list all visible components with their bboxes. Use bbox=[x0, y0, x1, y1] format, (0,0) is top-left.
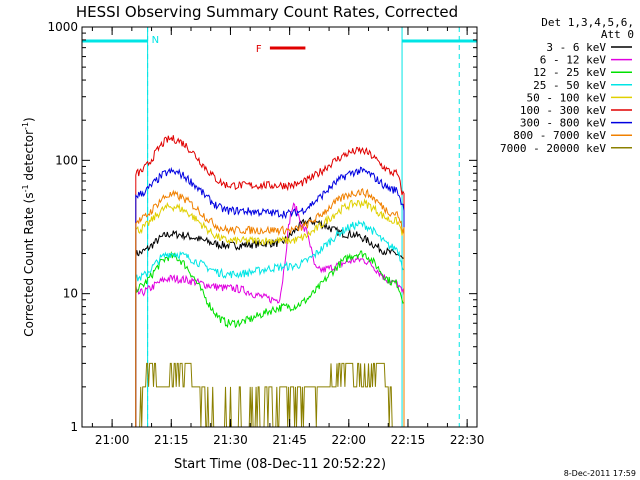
x-tick-label: 22:00 bbox=[331, 433, 366, 447]
series-line bbox=[135, 202, 405, 427]
y-axis-label-tail: detector bbox=[22, 130, 36, 185]
series-line bbox=[135, 216, 405, 427]
x-tick-label: 21:45 bbox=[272, 433, 307, 447]
series-line bbox=[135, 187, 405, 427]
x-tick-label: 21:30 bbox=[213, 433, 248, 447]
legend-entry-label: 7000 - 20000 keV bbox=[500, 142, 606, 155]
flare-label: F bbox=[256, 44, 262, 55]
y-axis-label: Corrected Count Rate (s-1 detector-1) bbox=[21, 117, 36, 336]
y-tick-label: 10 bbox=[63, 287, 78, 301]
legend-header-line-1: Det 1,3,4,5,6, bbox=[541, 16, 634, 29]
x-axis-label: Start Time (08-Dec-11 20:52:22) bbox=[174, 457, 386, 472]
y-axis-label-sup: -1 bbox=[21, 184, 30, 192]
legend-entry-label: 3 - 6 keV bbox=[546, 41, 606, 54]
y-axis-label-end: ) bbox=[22, 117, 36, 122]
x-tick-label: 22:30 bbox=[450, 433, 485, 447]
chart-title: HESSI Observing Summary Count Rates, Cor… bbox=[76, 3, 458, 21]
y-tick-label: 100 bbox=[55, 153, 78, 167]
series-line bbox=[135, 362, 397, 428]
legend-header: Det 1,3,4,5,6, Att 0 bbox=[541, 16, 634, 41]
series-line bbox=[135, 198, 405, 427]
legend-entry-label: 6 - 12 keV bbox=[540, 54, 607, 67]
series-layer bbox=[135, 135, 405, 428]
series-line bbox=[135, 250, 405, 427]
plot-frame bbox=[81, 26, 478, 428]
legend-entry-label: 800 - 7000 keV bbox=[513, 129, 606, 142]
x-tick-label: 21:00 bbox=[95, 433, 130, 447]
legend-entry-label: 300 - 800 keV bbox=[520, 117, 606, 130]
footer-timestamp: 8-Dec-2011 17:59 bbox=[564, 469, 636, 478]
x-tick-label: 22:15 bbox=[391, 433, 426, 447]
x-tick-label: 21:15 bbox=[154, 433, 189, 447]
night-bands: N bbox=[82, 27, 477, 427]
legend-entry-label: 25 - 50 keV bbox=[533, 79, 606, 92]
y-tick-label: 1 bbox=[70, 420, 78, 434]
y-axis-label-tail-sup: -1 bbox=[21, 122, 30, 130]
flare-bar: F bbox=[256, 44, 306, 55]
series-line bbox=[135, 166, 405, 427]
legend-entry-label: 12 - 25 keV bbox=[533, 66, 606, 79]
legend-header-line-2: Att 0 bbox=[601, 28, 634, 41]
series-line bbox=[135, 135, 405, 427]
y-tick-label: 1000 bbox=[47, 20, 78, 34]
legend-entry-label: 100 - 300 keV bbox=[520, 104, 606, 117]
y-axis: 1 10 100 1000 bbox=[47, 20, 477, 434]
x-axis: 21:00 21:15 21:30 21:45 22:00 22:15 22:30 bbox=[91, 27, 485, 447]
saa-lines bbox=[147, 27, 460, 427]
legend-entry-label: 50 - 100 keV bbox=[527, 91, 607, 104]
y-axis-label-main: Corrected Count Rate (s bbox=[22, 192, 36, 336]
night-label: N bbox=[152, 35, 159, 46]
series-line bbox=[135, 219, 405, 427]
